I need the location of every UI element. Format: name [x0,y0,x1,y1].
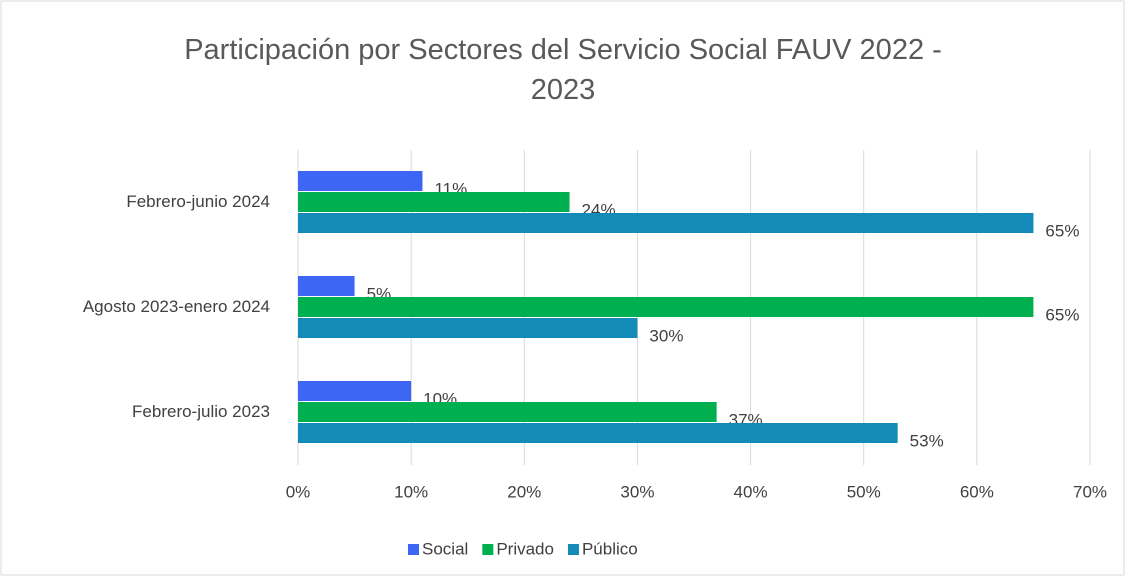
bar [298,297,1034,317]
bar [298,276,355,296]
x-tick-label: 70% [1073,482,1107,501]
legend-label: Privado [496,539,554,558]
x-tick-label: 40% [734,482,768,501]
bar [298,381,412,401]
y-tick-label: Febrero-julio 2023 [132,402,270,421]
x-tick-label: 30% [620,482,654,501]
legend-label: Público [582,539,638,558]
x-tick-label: 60% [960,482,994,501]
bar [298,171,423,191]
x-tick-label: 10% [394,482,428,501]
data-label: 65% [1045,305,1079,324]
y-tick-label: Febrero-junio 2024 [126,192,270,211]
x-tick-label: 50% [847,482,881,501]
legend-label: Social [422,539,468,558]
data-label: 53% [910,431,944,450]
x-tick-label: 20% [507,482,541,501]
bar [298,213,1034,233]
chart-title: Participación por Sectores del Servicio … [184,34,942,106]
legend-swatch [567,544,579,555]
data-label: 65% [1045,221,1079,240]
x-tick-label: 0% [286,482,311,501]
y-tick-label: Agosto 2023-enero 2024 [83,297,270,316]
bar [298,402,717,422]
data-label: 30% [649,326,683,345]
legend-swatch [482,544,494,555]
bar [298,318,638,338]
legend-swatch [408,544,419,555]
bar [298,423,898,443]
bar [298,192,570,212]
